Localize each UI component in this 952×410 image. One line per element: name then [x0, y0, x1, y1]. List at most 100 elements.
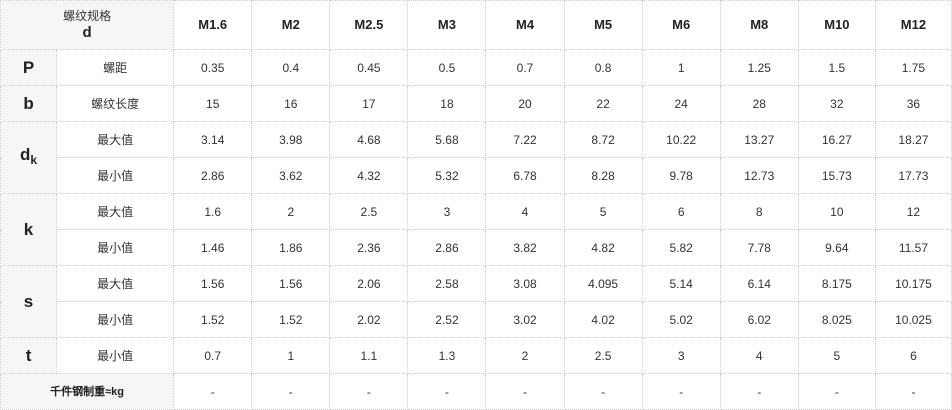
thread-length-value: 32: [797, 85, 876, 122]
weight-value: -: [329, 373, 409, 410]
size-header: M5: [563, 0, 643, 50]
pitch-value: 0.45: [329, 49, 409, 86]
size-header: M2.5: [329, 0, 409, 50]
socket-depth-value: 2.5: [563, 337, 643, 374]
max-label: 最大值: [56, 193, 175, 230]
socket-depth-value: 4: [719, 337, 799, 374]
weight-value: -: [173, 373, 253, 410]
head-diameter-min-value: 4.32: [329, 157, 409, 194]
pitch-value: 1.75: [874, 49, 952, 86]
socket-width-symbol: s: [0, 265, 58, 338]
thread-length-label: 螺纹长度: [56, 85, 175, 122]
thread-length-value: 36: [874, 85, 952, 122]
head-height-max-value: 2: [251, 193, 331, 230]
socket-width-max-value: 4.095: [563, 265, 643, 302]
socket-depth-symbol: t: [0, 337, 58, 374]
weight-label: 千件钢制重≈kg: [0, 373, 175, 410]
socket-depth-value: 5: [797, 337, 876, 374]
min-label: 最小值: [56, 301, 175, 338]
socket-width-min-value: 5.02: [641, 301, 721, 338]
head-height-min-value: 3.82: [485, 229, 565, 266]
socket-width-max-value: 8.175: [797, 265, 876, 302]
head-height-min-value: 9.64: [797, 229, 876, 266]
head-height-min-value: 1.46: [173, 229, 253, 266]
head-diameter-max-value: 18.27: [874, 121, 952, 158]
socket-width-min-value: 2.52: [407, 301, 487, 338]
head-height-min-value: 2.36: [329, 229, 409, 266]
pitch-value: 0.4: [251, 49, 331, 86]
table-row: t 最小值 0.7 1 1.1 1.3 2 2.5 3 4 5 6: [0, 337, 952, 374]
pitch-value: 0.7: [485, 49, 565, 86]
thread-length-value: 28: [719, 85, 799, 122]
head-diameter-min-value: 15.73: [797, 157, 876, 194]
socket-depth-value: 0.7: [173, 337, 253, 374]
thread-length-value: 22: [563, 85, 643, 122]
pitch-value: 0.5: [407, 49, 487, 86]
socket-width-min-value: 3.02: [485, 301, 565, 338]
size-header: M10: [797, 0, 876, 50]
thread-length-symbol: b: [0, 85, 58, 122]
size-header: M2: [251, 0, 331, 50]
head-height-min-value: 7.78: [719, 229, 799, 266]
size-header: M6: [641, 0, 721, 50]
head-height-max-value: 5: [563, 193, 643, 230]
table-row: 最小值 1.46 1.86 2.36 2.86 3.82 4.82 5.82 7…: [1, 229, 952, 266]
head-height-min-value: 5.82: [641, 229, 721, 266]
socket-depth-value: 1: [251, 337, 331, 374]
table-row: dk 最大值 3.14 3.98 4.68 5.68 7.22 8.72 10.…: [0, 121, 952, 194]
table-row: k 最大值 1.6 2 2.5 3 4 5 6 8 10 12: [0, 193, 952, 266]
socket-depth-value: 3: [641, 337, 721, 374]
weight-value: -: [797, 373, 876, 410]
socket-width-min-value: 6.02: [719, 301, 799, 338]
head-height-min-value: 1.86: [251, 229, 331, 266]
socket-width-min-value: 1.52: [251, 301, 331, 338]
head-height-max-value: 4: [485, 193, 565, 230]
header-row: 螺纹规格 d M1.6 M2 M2.5 M3 M4 M5 M6 M8 M10 M…: [0, 0, 952, 50]
head-diameter-max-value: 8.72: [563, 121, 643, 158]
socket-width-max-value: 10.175: [874, 265, 952, 302]
head-diameter-min-value: 9.78: [641, 157, 721, 194]
socket-depth-value: 6: [874, 337, 952, 374]
socket-width-min-value: 1.52: [173, 301, 253, 338]
socket-width-max-value: 1.56: [173, 265, 253, 302]
head-diameter-max-value: 4.68: [329, 121, 409, 158]
weight-value: -: [719, 373, 799, 410]
head-diameter-min-value: 5.32: [407, 157, 487, 194]
pitch-value: 1.5: [797, 49, 876, 86]
thread-length-value: 24: [641, 85, 721, 122]
head-height-max-value: 10: [797, 193, 876, 230]
head-height-max-value: 1.6: [173, 193, 253, 230]
min-label: 最小值: [56, 157, 175, 194]
head-diameter-max-value: 10.22: [641, 121, 721, 158]
pitch-symbol: P: [0, 49, 58, 86]
size-header: M3: [407, 0, 487, 50]
head-diameter-min-value: 6.78: [485, 157, 565, 194]
socket-width-max-value: 5.14: [641, 265, 721, 302]
table-row: 最小值 1.52 1.52 2.02 2.52 3.02 4.02 5.02 6…: [1, 301, 952, 338]
head-diameter-min-value: 3.62: [251, 157, 331, 194]
thread-length-value: 15: [173, 85, 253, 122]
max-label: 最大值: [56, 121, 175, 158]
table-row: 最小值 2.86 3.62 4.32 5.32 6.78 8.28 9.78 1…: [1, 157, 952, 194]
socket-width-min-value: 2.02: [329, 301, 409, 338]
weight-value: -: [641, 373, 721, 410]
socket-width-min-value: 10.025: [874, 301, 952, 338]
table-row: P 螺距 0.35 0.4 0.45 0.5 0.7 0.8 1 1.25 1.…: [0, 49, 952, 86]
weight-value: -: [251, 373, 331, 410]
thread-spec-header: 螺纹规格 d: [0, 0, 175, 50]
pitch-value: 1: [641, 49, 721, 86]
thread-length-value: 18: [407, 85, 487, 122]
socket-depth-value: 1.3: [407, 337, 487, 374]
table-row: b 螺纹长度 15 16 17 18 20 22 24 28 32 36: [0, 85, 952, 122]
size-header: M8: [719, 0, 799, 50]
max-label: 最大值: [56, 265, 175, 302]
head-height-max-value: 12: [874, 193, 952, 230]
socket-width-min-value: 4.02: [563, 301, 643, 338]
head-diameter-max-value: 3.14: [173, 121, 253, 158]
head-diameter-max-value: 3.98: [251, 121, 331, 158]
head-height-max-value: 2.5: [329, 193, 409, 230]
head-height-min-value: 2.86: [407, 229, 487, 266]
head-height-min-value: 11.57: [874, 229, 952, 266]
head-height-symbol: k: [0, 193, 58, 266]
